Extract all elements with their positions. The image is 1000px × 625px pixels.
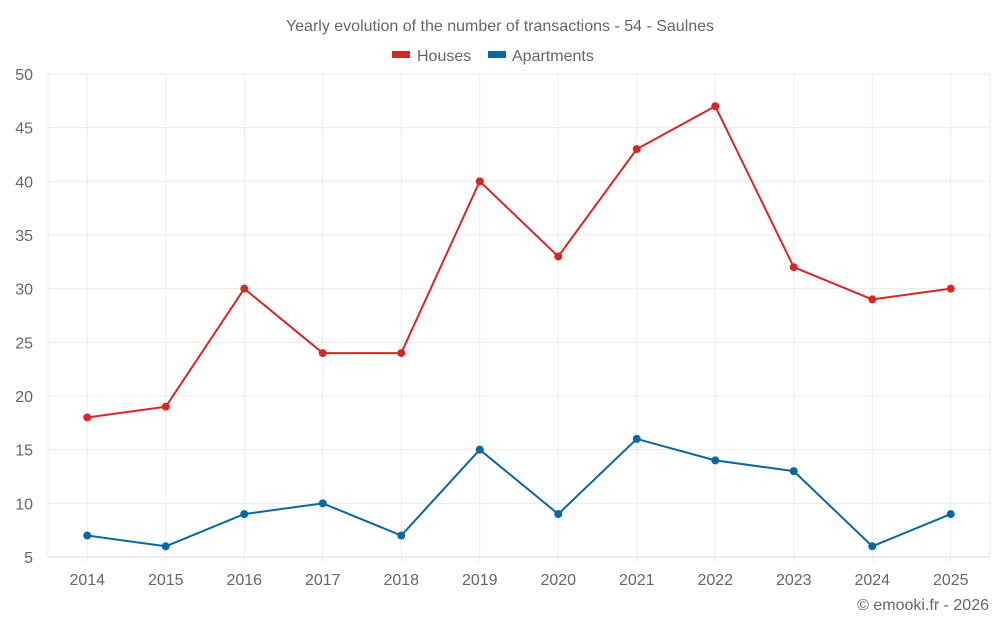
- y-tick-label: 5: [24, 550, 33, 567]
- series-apartments: [83, 434, 955, 551]
- data-point-houses: [475, 177, 484, 186]
- data-point-apartments: [554, 510, 563, 519]
- chart-title: Yearly evolution of the number of transa…: [286, 18, 714, 35]
- y-tick-label: 40: [15, 174, 33, 191]
- legend: Houses Apartments: [392, 48, 594, 65]
- x-tick-label: 2018: [383, 572, 419, 589]
- y-tick-label: 25: [15, 335, 33, 352]
- series-line-houses: [87, 105, 951, 419]
- series-line-apartments: [87, 437, 952, 548]
- data-point-apartments: [318, 499, 327, 508]
- data-point-apartments: [161, 542, 170, 551]
- data-point-houses: [161, 402, 170, 411]
- x-axis: 2014 2015 2016 2017 2018 2019 2020 2021 2022 2023…: [69, 572, 968, 589]
- x-tick-label: 2019: [462, 572, 498, 589]
- x-tick-label: 2025: [933, 572, 969, 589]
- data-point-houses: [83, 413, 92, 422]
- x-tick-label: 2022: [697, 572, 733, 589]
- x-tick-label: 2014: [69, 572, 105, 589]
- series-houses: [83, 102, 955, 422]
- data-point-houses: [946, 284, 955, 293]
- data-point-apartments: [632, 434, 641, 443]
- data-point-apartments: [946, 510, 955, 519]
- x-tick-label: 2024: [854, 572, 890, 589]
- data-point-apartments: [83, 531, 92, 540]
- y-tick-label: 10: [15, 496, 33, 513]
- x-tick-label: 2016: [226, 572, 262, 589]
- data-point-houses: [711, 102, 720, 111]
- data-point-houses: [397, 349, 406, 358]
- data-point-apartments: [240, 510, 249, 519]
- legend-label-apartments: Apartments: [512, 48, 594, 65]
- x-tick-label: 2017: [305, 572, 341, 589]
- data-point-apartments: [397, 531, 406, 540]
- legend-label-houses: Houses: [417, 48, 471, 65]
- data-point-apartments: [868, 542, 877, 551]
- y-tick-label: 35: [15, 228, 33, 245]
- series-group: [83, 102, 955, 551]
- data-point-houses: [318, 349, 327, 358]
- grid: [47, 73, 991, 562]
- data-point-houses: [632, 145, 641, 154]
- y-tick-label: 20: [15, 389, 33, 406]
- x-tick-label: 2020: [540, 572, 576, 589]
- data-point-houses: [554, 252, 563, 261]
- y-tick-label: 15: [15, 443, 33, 460]
- y-axis: 5 10 15 20 25 30 35 40 45 50: [15, 67, 33, 567]
- legend-swatch-apartments: [488, 51, 506, 58]
- x-tick-label: 2015: [148, 572, 184, 589]
- legend-swatch-houses: [392, 51, 410, 58]
- data-point-apartments: [711, 456, 720, 465]
- copyright-footer: © emooki.fr - 2026: [857, 597, 989, 614]
- y-tick-label: 45: [15, 121, 33, 138]
- x-tick-label: 2023: [776, 572, 812, 589]
- y-tick-label: 30: [15, 282, 33, 299]
- data-point-houses: [789, 263, 798, 272]
- data-point-houses: [868, 295, 877, 304]
- y-tick-label: 50: [15, 67, 33, 84]
- data-point-apartments: [475, 445, 484, 454]
- data-point-apartments: [789, 467, 798, 476]
- x-tick-label: 2021: [619, 572, 655, 589]
- data-point-houses: [240, 284, 249, 293]
